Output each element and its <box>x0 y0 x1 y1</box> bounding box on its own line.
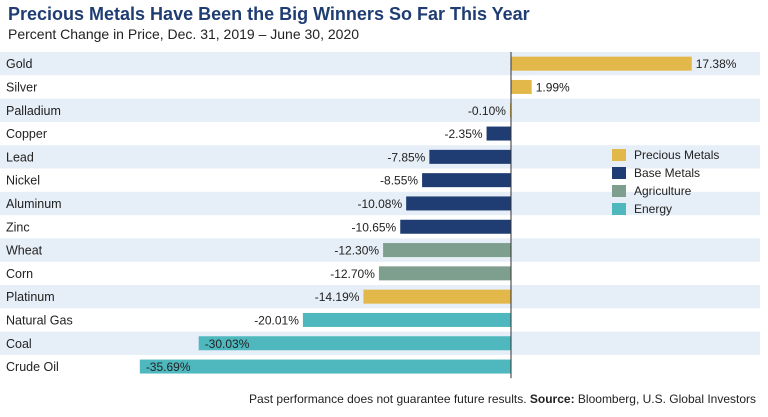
row-band-wheat <box>0 238 760 262</box>
category-label-zinc: Zinc <box>6 220 30 234</box>
category-label-coal: Coal <box>6 337 32 351</box>
legend-swatch-base-metals <box>612 167 626 179</box>
bar-coal <box>198 336 512 351</box>
value-label-corn: -12.70% <box>330 267 375 281</box>
value-label-nickel: -8.55% <box>380 174 418 188</box>
legend-swatch-energy <box>612 203 626 215</box>
value-label-silver: 1.99% <box>536 80 570 94</box>
footnote: Past performance does not guarantee futu… <box>249 392 756 406</box>
row-band-aluminum <box>0 191 760 216</box>
category-label-natural-gas: Natural Gas <box>6 313 73 327</box>
legend-swatch-precious-metals <box>612 149 626 161</box>
category-label-platinum: Platinum <box>6 290 55 304</box>
value-label-copper: -2.35% <box>445 127 483 141</box>
chart-subtitle: Percent Change in Price, Dec. 31, 2019 –… <box>8 26 360 42</box>
bar-silver <box>511 79 532 94</box>
category-label-lead: Lead <box>6 150 34 164</box>
value-label-zinc: -10.65% <box>352 220 397 234</box>
value-label-crude-oil: -35.69% <box>146 360 191 374</box>
bar-copper <box>486 126 511 141</box>
legend-label-base-metals: Base Metals <box>634 166 700 180</box>
footnote-source: Bloomberg, U.S. Global Investors <box>577 392 756 406</box>
bar-lead <box>429 149 511 164</box>
bar-corn <box>378 266 511 281</box>
bar-aluminum <box>406 196 511 211</box>
legend-label-energy: Energy <box>634 202 672 216</box>
category-label-silver: Silver <box>6 80 37 94</box>
row-band-lead <box>0 145 760 169</box>
category-label-palladium: Palladium <box>6 104 61 118</box>
legend-label-agriculture: Agriculture <box>634 184 692 198</box>
legend-label-precious-metals: Precious Metals <box>634 148 719 162</box>
legend-swatch-agriculture <box>612 185 626 197</box>
value-label-platinum: -14.19% <box>315 290 360 304</box>
bar-gold <box>511 56 692 71</box>
chart-title: Precious Metals Have Been the Big Winner… <box>8 4 530 24</box>
category-label-crude-oil: Crude Oil <box>6 360 59 374</box>
value-label-natural-gas: -20.01% <box>254 313 299 327</box>
bar-palladium <box>509 103 511 118</box>
value-label-lead: -7.85% <box>387 150 425 164</box>
category-label-copper: Copper <box>6 127 47 141</box>
footnote-disclaimer: Past performance does not guarantee futu… <box>249 392 527 406</box>
bar-nickel <box>422 173 511 188</box>
category-label-wheat: Wheat <box>6 244 43 258</box>
bar-wheat <box>383 243 511 258</box>
bar-zinc <box>400 219 511 234</box>
value-label-wheat: -12.30% <box>334 244 379 258</box>
category-label-gold: Gold <box>6 57 32 71</box>
value-label-coal: -30.03% <box>205 337 250 351</box>
category-label-aluminum: Aluminum <box>6 197 62 211</box>
footnote-source-label: Source: <box>529 392 575 406</box>
bar-natural-gas <box>302 312 511 327</box>
value-label-aluminum: -10.08% <box>357 197 402 211</box>
category-label-nickel: Nickel <box>6 174 40 188</box>
category-label-corn: Corn <box>6 267 33 281</box>
value-label-palladium: -0.10% <box>468 104 506 118</box>
bar-platinum <box>363 289 511 304</box>
row-band-palladium <box>0 98 760 122</box>
value-label-gold: 17.38% <box>696 57 737 71</box>
bar-crude-oil <box>139 359 511 374</box>
bar-chart: Gold 17.38% Silver 1.99% Palladium -0.10% Copp… <box>0 52 760 379</box>
